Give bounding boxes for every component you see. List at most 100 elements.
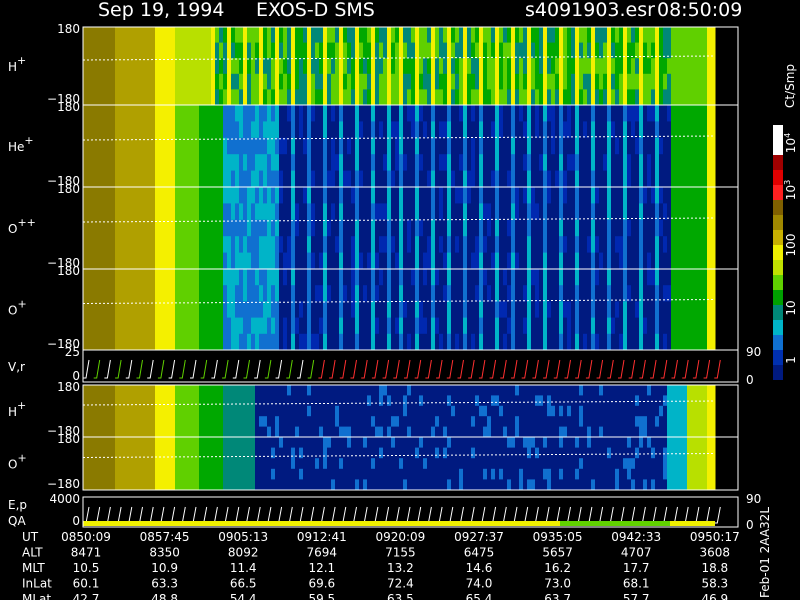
spectrogram-cell <box>355 479 360 491</box>
spectrogram-cell <box>159 105 164 122</box>
spectrogram-cell <box>219 27 224 44</box>
spectrogram-cell <box>559 395 564 407</box>
spectrogram-cell <box>87 105 92 122</box>
spectrogram-cell <box>135 333 140 351</box>
spectrogram-cell <box>507 58 512 75</box>
spectrogram-cell <box>247 219 252 237</box>
spectrogram-cell <box>515 89 520 106</box>
spectrogram-cell <box>339 42 344 59</box>
spectrogram-cell <box>395 269 400 286</box>
spectrogram-cell <box>535 285 540 302</box>
spectrogram-cell <box>411 219 416 237</box>
spectrogram-cell <box>83 219 88 237</box>
spectrogram-cell <box>647 285 652 302</box>
spectrogram-cell <box>163 73 168 90</box>
spectrogram-cell <box>303 236 308 254</box>
spectrogram-cell <box>675 73 680 90</box>
spectrogram-cell <box>243 89 248 106</box>
spectrogram-cell <box>367 405 372 417</box>
spectrogram-cell <box>631 333 636 351</box>
spectrogram-cell <box>239 170 244 188</box>
spectrogram-cell <box>423 395 428 407</box>
spectrogram-cell <box>575 479 580 491</box>
spectrogram-cell <box>663 416 668 428</box>
spectrogram-cell <box>187 285 192 302</box>
spectrogram-cell <box>171 73 176 90</box>
spectrogram-cell <box>251 170 256 188</box>
trace <box>83 359 90 379</box>
spectrogram-cell <box>311 154 316 172</box>
spectrogram-cell <box>223 426 228 438</box>
spectrogram-cell <box>287 203 292 221</box>
spectrogram-cell <box>631 170 636 188</box>
spectrogram-cell <box>623 105 628 122</box>
spectrogram-cell <box>339 468 344 480</box>
spectrogram-cell <box>315 468 320 480</box>
spectrogram-cell <box>363 269 368 286</box>
spectrogram-cell <box>635 105 640 122</box>
spectrogram-cell <box>587 58 592 75</box>
spectrogram-cell <box>271 395 276 407</box>
spectrogram-cell <box>587 252 592 270</box>
colorbar-cell <box>773 350 783 365</box>
spectrogram-cell <box>111 416 116 428</box>
spectrogram-cell <box>267 395 272 407</box>
spectrogram-cell <box>91 416 96 428</box>
spectrogram-cell <box>299 426 304 438</box>
spectrogram-cell <box>603 269 608 286</box>
spectrogram-cell <box>411 385 416 396</box>
spectrogram-cell <box>639 170 644 188</box>
spectrogram-cell <box>379 301 384 319</box>
spectrogram-cell <box>527 269 532 286</box>
spectrogram-cell <box>263 437 268 449</box>
spectrogram-cell <box>111 385 116 396</box>
spectrogram-cell <box>323 385 328 396</box>
spectrogram-cell <box>699 137 704 155</box>
spectrogram-cell <box>667 27 672 44</box>
spectrogram-cell <box>379 219 384 237</box>
spectrogram-cell <box>259 468 264 480</box>
spectrogram-cell <box>139 42 144 59</box>
spectrogram-cell <box>703 437 708 449</box>
spectrogram-cell <box>103 437 108 449</box>
spectrogram-cell <box>175 285 180 302</box>
spectrogram-cell <box>371 58 376 75</box>
spectrogram-cell <box>519 333 524 351</box>
spectrogram-cell <box>247 89 252 106</box>
spectrogram-cell <box>459 416 464 428</box>
spectrogram-cell <box>627 170 632 188</box>
spectrogram-cell <box>583 395 588 407</box>
spectrogram-cell <box>667 73 672 90</box>
spectrogram-cell <box>95 137 100 155</box>
spectrogram-cell <box>655 105 660 122</box>
spectrogram-cell <box>167 269 172 286</box>
spectrogram-cell <box>247 405 252 417</box>
spectrogram-cell <box>507 121 512 139</box>
spectrogram-cell <box>271 42 276 59</box>
trace <box>575 359 582 379</box>
spectrogram-cell <box>135 42 140 59</box>
spectrogram-cell <box>659 187 664 204</box>
spectrogram-cell <box>467 447 472 459</box>
spectrogram-cell <box>519 301 524 319</box>
spectrogram-cell <box>119 170 124 188</box>
spectrogram-cell <box>503 187 508 204</box>
spectrogram-cell <box>363 219 368 237</box>
spectrogram-cell <box>315 105 320 122</box>
spectrogram-cell <box>227 219 232 237</box>
spectrogram-cell <box>123 73 128 90</box>
spectrogram-cell <box>571 170 576 188</box>
spectrogram-cell <box>91 121 96 139</box>
spectrogram-cell <box>571 269 576 286</box>
spectrogram-cell <box>251 236 256 254</box>
spectrogram-cell <box>163 269 168 286</box>
spectrogram-cell <box>163 301 168 319</box>
spectrogram-cell <box>319 395 324 407</box>
spectrogram-cell <box>227 121 232 139</box>
spectrogram-cell <box>639 426 644 438</box>
spectrogram-cell <box>371 187 376 204</box>
spectrogram-cell <box>327 252 332 270</box>
spectrogram-cell <box>507 73 512 90</box>
spectrogram-cell <box>151 105 156 122</box>
spectrogram-cell <box>391 405 396 417</box>
